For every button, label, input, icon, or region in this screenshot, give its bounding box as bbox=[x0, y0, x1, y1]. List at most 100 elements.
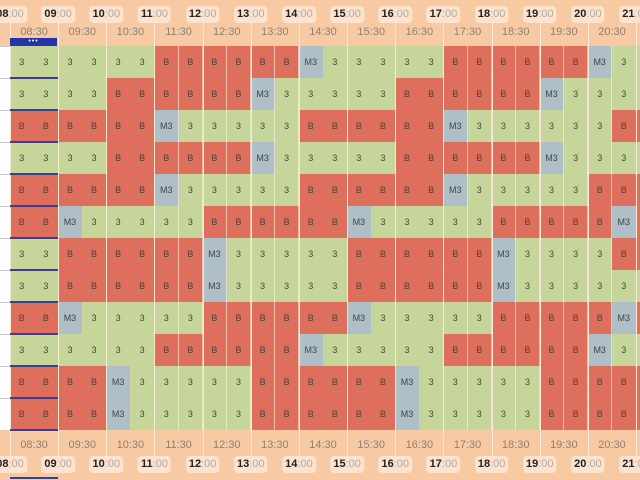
schedule-cell[interactable]: 3 bbox=[563, 238, 589, 270]
schedule-cell[interactable]: 3 bbox=[419, 334, 444, 366]
schedule-cell[interactable]: B bbox=[10, 110, 35, 142]
schedule-cell[interactable]: 3 bbox=[10, 78, 35, 110]
schedule-cell[interactable]: B bbox=[491, 46, 517, 78]
schedule-cell[interactable]: B bbox=[274, 366, 300, 398]
schedule-cell[interactable]: 3 bbox=[274, 238, 300, 270]
schedule-cell[interactable]: 3 bbox=[443, 398, 469, 430]
schedule-cell[interactable]: B bbox=[539, 206, 565, 238]
schedule-cell[interactable]: B bbox=[10, 302, 35, 334]
schedule-cell[interactable]: B bbox=[250, 302, 276, 334]
schedule-cell[interactable]: 3 bbox=[202, 110, 228, 142]
schedule-cell[interactable]: 3 bbox=[612, 46, 637, 78]
schedule-cell[interactable]: 3 bbox=[274, 270, 300, 302]
schedule-cell[interactable]: 3 bbox=[419, 398, 444, 430]
schedule-cell[interactable]: 3 bbox=[226, 110, 252, 142]
schedule-cell[interactable]: M3 bbox=[587, 46, 613, 78]
schedule-cell[interactable]: B bbox=[178, 78, 204, 110]
schedule-cell[interactable]: M3 bbox=[491, 238, 517, 270]
schedule-cell[interactable]: B bbox=[58, 110, 83, 142]
schedule-cell[interactable]: B bbox=[539, 302, 565, 334]
schedule-cell[interactable]: B bbox=[539, 46, 565, 78]
schedule-cell[interactable]: 3 bbox=[491, 110, 517, 142]
schedule-cell[interactable]: 3 bbox=[298, 142, 324, 174]
schedule-cell[interactable]: 3 bbox=[467, 302, 493, 334]
schedule-cell[interactable]: B bbox=[323, 398, 348, 430]
schedule-cell[interactable]: 3 bbox=[178, 366, 204, 398]
schedule-cell[interactable]: B bbox=[274, 206, 300, 238]
schedule-cell[interactable]: B bbox=[467, 238, 493, 270]
schedule-cell[interactable]: B bbox=[226, 142, 252, 174]
schedule-cell[interactable]: B bbox=[371, 238, 396, 270]
schedule-cell[interactable]: 3 bbox=[178, 206, 204, 238]
schedule-cell[interactable]: 3 bbox=[298, 270, 324, 302]
schedule-cell[interactable]: 3 bbox=[395, 334, 420, 366]
schedule-cell[interactable]: B bbox=[323, 302, 348, 334]
schedule-cell[interactable]: B bbox=[226, 302, 252, 334]
schedule-cell[interactable]: 3 bbox=[106, 334, 131, 366]
schedule-cell[interactable]: B bbox=[371, 174, 396, 206]
schedule-cell[interactable]: B bbox=[419, 270, 444, 302]
schedule-cell[interactable]: 3 bbox=[563, 110, 589, 142]
schedule-cell[interactable]: B bbox=[636, 174, 640, 206]
schedule-cell[interactable]: 3 bbox=[274, 110, 300, 142]
schedule-cell[interactable]: B bbox=[34, 398, 59, 430]
schedule-cell[interactable]: 3 bbox=[274, 174, 300, 206]
schedule-cell[interactable]: B bbox=[34, 206, 59, 238]
schedule-cell[interactable]: B bbox=[154, 78, 180, 110]
schedule-cell[interactable]: B bbox=[202, 142, 228, 174]
schedule-cell[interactable]: 3 bbox=[323, 334, 348, 366]
schedule-cell[interactable]: 3 bbox=[419, 206, 444, 238]
schedule-cell[interactable]: 3 bbox=[154, 398, 180, 430]
schedule-cell[interactable]: B bbox=[539, 334, 565, 366]
schedule-cell[interactable]: B bbox=[298, 174, 324, 206]
schedule-cell[interactable]: 3 bbox=[467, 110, 493, 142]
schedule-cell[interactable]: B bbox=[419, 110, 444, 142]
schedule-cell[interactable]: 3 bbox=[587, 270, 613, 302]
schedule-cell[interactable]: 3 bbox=[106, 302, 131, 334]
schedule-cell[interactable]: B bbox=[274, 398, 300, 430]
schedule-cell[interactable]: B bbox=[58, 398, 83, 430]
schedule-cell[interactable]: 3 bbox=[298, 238, 324, 270]
schedule-cell[interactable]: 3 bbox=[202, 366, 228, 398]
schedule-cell[interactable]: B bbox=[106, 174, 131, 206]
schedule-cell[interactable]: 3 bbox=[563, 270, 589, 302]
schedule-cell[interactable]: B bbox=[587, 302, 613, 334]
schedule-cell[interactable]: B bbox=[587, 366, 613, 398]
schedule-cell[interactable]: B bbox=[58, 366, 83, 398]
schedule-cell[interactable]: B bbox=[443, 270, 469, 302]
schedule-cell[interactable]: M3 bbox=[587, 334, 613, 366]
schedule-cell[interactable]: 3 bbox=[371, 302, 396, 334]
schedule-cell[interactable]: B bbox=[298, 366, 324, 398]
schedule-cell[interactable]: B bbox=[515, 302, 541, 334]
schedule-cell[interactable]: 3 bbox=[130, 366, 155, 398]
schedule-cell[interactable]: 3 bbox=[226, 174, 252, 206]
schedule-cell[interactable]: B bbox=[154, 334, 180, 366]
schedule-cell[interactable]: B bbox=[467, 270, 493, 302]
schedule-cell[interactable]: B bbox=[154, 270, 180, 302]
schedule-cell[interactable]: 3 bbox=[395, 206, 420, 238]
schedule-cell[interactable]: B bbox=[443, 334, 469, 366]
schedule-cell[interactable]: B bbox=[226, 206, 252, 238]
schedule-cell[interactable]: B bbox=[347, 110, 372, 142]
schedule-cell[interactable]: 3 bbox=[323, 78, 348, 110]
schedule-cell[interactable]: 3 bbox=[563, 78, 589, 110]
schedule-cell[interactable]: 3 bbox=[443, 206, 469, 238]
schedule-cell[interactable]: 3 bbox=[154, 302, 180, 334]
schedule-cell[interactable]: B bbox=[371, 366, 396, 398]
schedule-cell[interactable]: B bbox=[202, 302, 228, 334]
schedule-cell[interactable]: 3 bbox=[539, 110, 565, 142]
schedule-cell[interactable]: B bbox=[395, 270, 420, 302]
schedule-cell[interactable]: B bbox=[82, 366, 107, 398]
schedule-cell[interactable]: 3 bbox=[515, 174, 541, 206]
schedule-cell[interactable]: 3 bbox=[515, 270, 541, 302]
schedule-cell[interactable]: M3 bbox=[539, 142, 565, 174]
schedule-cell[interactable]: B bbox=[10, 206, 35, 238]
schedule-cell[interactable]: 3 bbox=[298, 78, 324, 110]
schedule-cell[interactable]: M3 bbox=[250, 78, 276, 110]
schedule-cell[interactable]: B bbox=[178, 142, 204, 174]
schedule-cell[interactable]: 3 bbox=[347, 334, 372, 366]
schedule-cell[interactable]: 3 bbox=[82, 78, 107, 110]
schedule-cell[interactable]: M3 bbox=[539, 78, 565, 110]
schedule-cell[interactable]: B bbox=[82, 174, 107, 206]
schedule-cell[interactable]: 3 bbox=[587, 110, 613, 142]
